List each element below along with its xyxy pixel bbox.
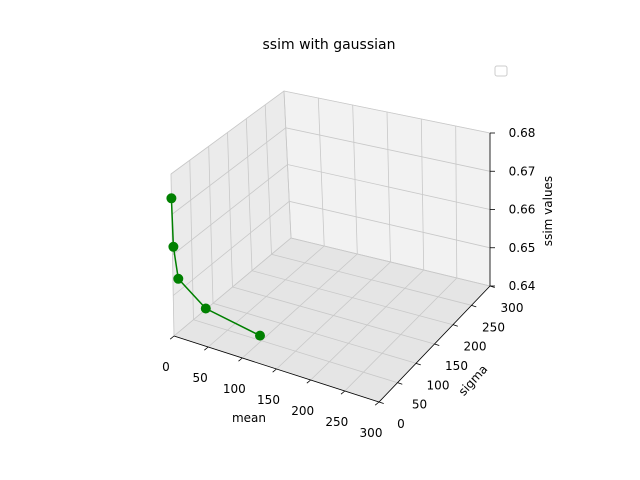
gridline-z [173, 200, 491, 296]
data-point [166, 193, 177, 204]
gridline-z [170, 90, 491, 175]
x-tick [272, 368, 277, 373]
x-tick-label: 0 [162, 360, 170, 374]
y-tick-label: 150 [445, 359, 468, 373]
tick-labels: 0501001502002503000501001502002503000.64… [162, 126, 535, 440]
gridline-z [173, 237, 491, 337]
x-tick [169, 335, 175, 340]
legend-box [494, 65, 508, 77]
x-tick-label: 300 [360, 426, 383, 440]
y-tick [452, 324, 458, 327]
z-tick-label: 0.65 [509, 241, 536, 255]
y-tick-label: 300 [501, 301, 524, 315]
y-tick-label: 250 [482, 320, 505, 334]
z-axis-label: ssim values [541, 176, 555, 246]
y-tick-label: 50 [412, 398, 427, 412]
x-tick-label: 150 [257, 393, 280, 407]
z-tick-label: 0.68 [509, 126, 536, 140]
data-series [166, 193, 265, 341]
y-tick [434, 343, 440, 346]
gridline-z [171, 127, 491, 215]
y-tick [471, 304, 477, 308]
data-point [255, 330, 265, 341]
x-tick [238, 357, 243, 362]
x-tick-label: 100 [223, 382, 246, 396]
axes-panes [170, 90, 491, 403]
y-tick-label: 100 [427, 378, 450, 392]
y-tick [378, 401, 384, 404]
data-point [200, 303, 211, 314]
x-tick [204, 346, 209, 351]
data-point [168, 241, 179, 252]
x-tick-label: 200 [291, 404, 314, 418]
z-tick-label: 0.67 [509, 164, 536, 178]
data-point [173, 273, 184, 284]
y-tick [397, 382, 403, 385]
y-tick-label: 0 [397, 417, 405, 431]
x-tick-label: 250 [325, 415, 348, 429]
x-axis-label: mean [232, 411, 266, 425]
z-tick-label: 0.64 [509, 279, 536, 293]
y-tick-label: 200 [464, 340, 487, 354]
x-tick-label: 50 [193, 371, 208, 385]
x-tick [340, 390, 346, 395]
z-tick-label: 0.66 [509, 203, 536, 217]
gridline-z [172, 164, 491, 256]
y-tick [415, 362, 421, 366]
x-tick [306, 379, 311, 384]
chart-title: ssim with gaussian [263, 37, 396, 53]
x-tick [374, 401, 380, 406]
